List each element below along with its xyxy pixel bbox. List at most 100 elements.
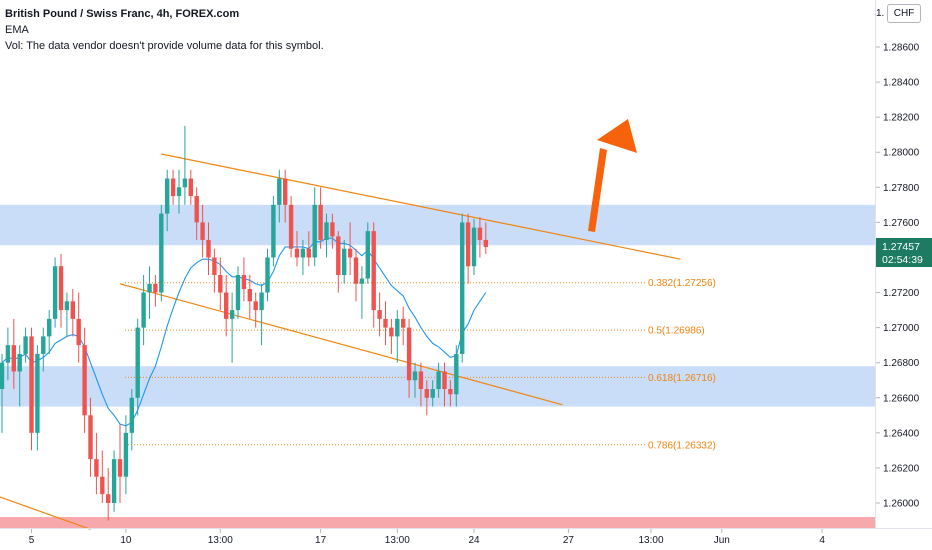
candle-body <box>41 336 46 354</box>
candle-body <box>35 353 40 433</box>
candle-body <box>58 266 64 311</box>
candle-body <box>23 336 28 354</box>
candle-body <box>336 236 341 275</box>
symbol-title: British Pound / Swiss Franc, 4h, FOREX.c… <box>5 8 240 20</box>
candle-body <box>0 362 5 389</box>
candle-body <box>359 278 365 284</box>
time-tick-label: 27 <box>563 535 575 546</box>
time-tick-label: Jun <box>714 535 730 546</box>
candle-body <box>483 239 488 247</box>
candle-body <box>200 222 205 240</box>
forecast-arrow-shaft <box>588 148 607 232</box>
time-tick-label: 13:00 <box>385 535 410 546</box>
trendline-layer <box>0 153 681 530</box>
candle-body <box>29 336 34 433</box>
candle-body <box>401 318 406 328</box>
price-tick-label: 1.28400 <box>883 78 920 89</box>
price-tick-label: 1.27200 <box>883 288 920 299</box>
candle-body <box>300 248 306 258</box>
candle-body <box>224 292 229 319</box>
candle-body <box>412 371 418 381</box>
fib-layer: 0.382(1.27256) 0.5(1.26986) 0.618(1.26716)… <box>125 278 716 451</box>
candle-body <box>5 345 11 363</box>
candle-body <box>448 389 453 395</box>
candle-body <box>100 476 105 495</box>
candle-body <box>383 318 388 328</box>
candle-body <box>218 275 223 293</box>
candle-body <box>265 257 270 293</box>
last-price-tag: 1.27457 02:54:39 <box>876 238 932 267</box>
price-tick-label: 1.26800 <box>883 358 920 369</box>
trendline <box>119 283 563 406</box>
time-tick-label: 5 <box>29 535 35 546</box>
fib-level-label: 0.786(1.26332) <box>648 440 716 451</box>
candle-body <box>52 266 58 319</box>
price-tick-label: 1.26600 <box>883 393 920 404</box>
candle-body <box>371 231 376 311</box>
candle-body <box>159 213 164 293</box>
candle-body <box>365 231 370 279</box>
candle-body <box>47 318 52 337</box>
candle-body <box>430 389 435 398</box>
candle-body <box>454 353 459 395</box>
price-tag-value: 1.27457 <box>882 241 920 253</box>
candle-body <box>94 459 99 477</box>
fib-level-label: 0.382(1.27256) <box>648 278 716 289</box>
currency-badge[interactable]: CHF <box>887 4 921 23</box>
candle-body <box>318 204 323 240</box>
candle-body <box>117 459 123 477</box>
volume-note: Vol: The data vendor doesn't provide vol… <box>5 40 324 52</box>
candle-body <box>347 248 353 258</box>
candle-body <box>283 178 288 205</box>
candle-body <box>436 371 441 389</box>
candles-layer <box>0 125 488 521</box>
candle-body <box>288 204 294 249</box>
price-tick-label: 1.26000 <box>883 499 920 510</box>
price-tag-box <box>876 238 932 267</box>
candle-body <box>82 345 87 416</box>
candle-body <box>277 178 282 205</box>
candle-body <box>135 327 140 398</box>
candle-body <box>170 178 176 197</box>
candle-body <box>259 292 264 311</box>
candle-body <box>247 289 252 302</box>
candle-body <box>229 310 235 319</box>
time-tick-label: 24 <box>468 535 480 546</box>
price-tick-label: 1.26400 <box>883 428 920 439</box>
candle-body <box>11 345 16 372</box>
candle-body <box>70 301 75 319</box>
candle-body <box>76 318 81 346</box>
candle-body <box>212 257 217 275</box>
price-tick-label: 1.28200 <box>883 113 920 124</box>
price-tick-label: 1.27800 <box>883 183 920 194</box>
trendline <box>0 496 91 530</box>
arrow-layer <box>588 119 637 232</box>
price-tag-countdown: 02:54:39 <box>882 254 923 266</box>
candle-body <box>17 353 22 372</box>
candle-body <box>342 248 347 275</box>
candle-body <box>312 204 317 258</box>
time-tick-label: 13:00 <box>208 535 233 546</box>
candle-body <box>306 248 311 258</box>
candle-body <box>477 227 483 240</box>
indicator-label[interactable]: EMA <box>5 24 29 36</box>
candle-body <box>106 494 111 503</box>
price-axis: 1.28600 1.28400 1.28200 1.28000 1.27800 1.276… <box>876 8 920 510</box>
candle-body <box>194 196 199 223</box>
candle-body <box>324 222 329 240</box>
candle-body <box>271 204 276 258</box>
candle-body <box>188 178 193 197</box>
candle-body <box>123 432 129 477</box>
candle-body <box>460 222 465 354</box>
time-tick-label: 17 <box>315 535 327 546</box>
fib-level-label: 0.618(1.26716) <box>648 373 716 384</box>
price-tick-label: 1.26200 <box>883 463 920 474</box>
time-tick-label: 10 <box>120 535 132 546</box>
candle-body <box>377 310 382 319</box>
candle-body <box>153 283 158 293</box>
fib-level-label: 0.5(1.26986) <box>648 326 705 337</box>
time-tick-label: 4 <box>819 535 825 546</box>
candle-body <box>147 283 152 293</box>
